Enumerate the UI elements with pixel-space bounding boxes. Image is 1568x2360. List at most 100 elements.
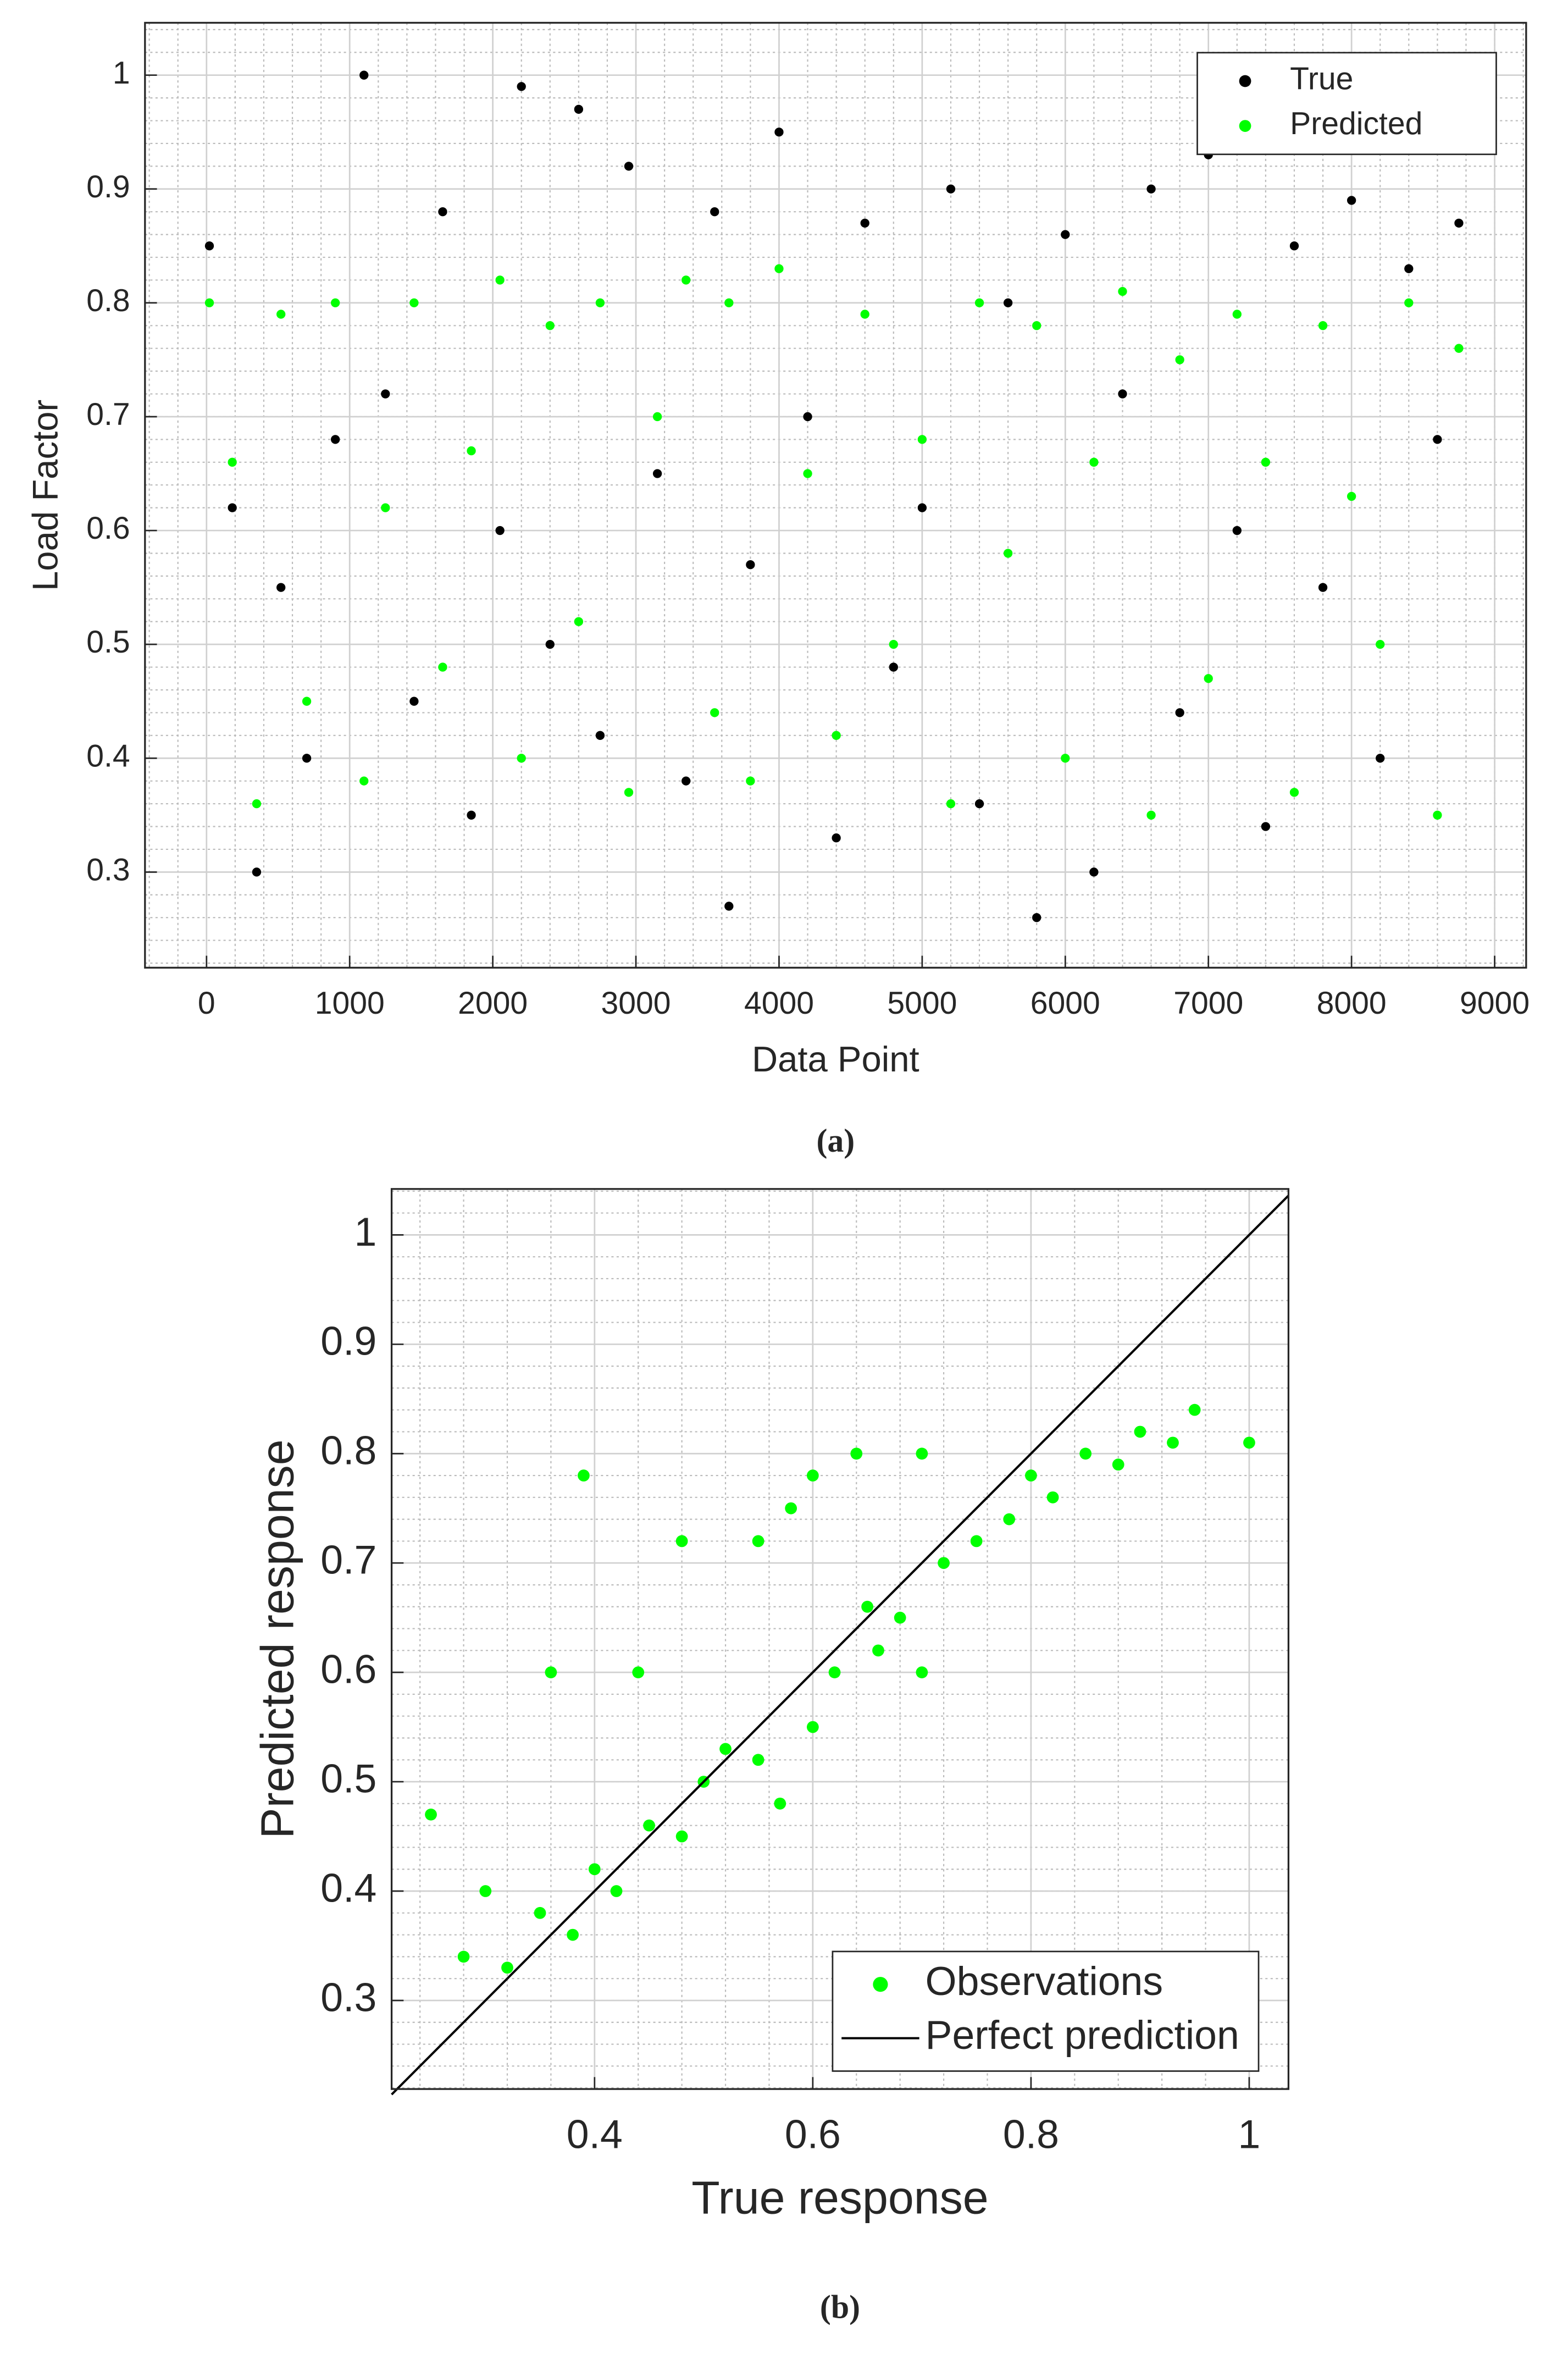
point [889, 662, 898, 672]
point [1134, 1425, 1146, 1438]
line [391, 1195, 1289, 2096]
point [1175, 708, 1184, 717]
point [1376, 639, 1385, 649]
point [517, 82, 526, 91]
point [889, 639, 898, 649]
point [228, 503, 237, 512]
point [381, 503, 390, 512]
point [331, 298, 340, 308]
point [861, 1600, 873, 1613]
axes-box [390, 1188, 1290, 2090]
y-tick-label: 0.4 [320, 1865, 376, 1910]
point [1204, 674, 1213, 683]
point [1347, 196, 1356, 205]
axes-box [144, 21, 1527, 969]
y-tick-label: 0.3 [320, 1975, 376, 2020]
point [1243, 1436, 1255, 1449]
point [624, 162, 634, 171]
point [746, 560, 755, 570]
point [595, 298, 605, 308]
point [643, 1819, 655, 1832]
point [578, 1469, 590, 1482]
point [803, 412, 812, 422]
y-tick-label: 0.6 [320, 1647, 376, 1692]
y-tick-label: 0.5 [86, 624, 130, 660]
point [1118, 389, 1127, 399]
point [1061, 754, 1070, 763]
point [675, 1830, 688, 1843]
point [302, 754, 312, 763]
x-tick-label: 4000 [744, 986, 814, 1021]
point [1261, 457, 1271, 467]
point [916, 1666, 928, 1679]
point [1433, 435, 1442, 444]
point [872, 1644, 884, 1657]
point [1089, 867, 1099, 877]
point [1146, 810, 1156, 820]
point [479, 1885, 492, 1897]
point [860, 309, 869, 319]
point [1032, 321, 1041, 330]
legend-label: Predicted [1290, 106, 1422, 141]
x-tick-label: 3000 [601, 986, 671, 1021]
plot-area [145, 23, 1526, 968]
point [970, 1535, 983, 1547]
point [774, 1797, 786, 1810]
point [1404, 264, 1414, 273]
point [974, 298, 984, 308]
point [916, 1447, 928, 1460]
point [1167, 1436, 1179, 1449]
point [938, 1557, 950, 1569]
point [331, 435, 340, 444]
legend-label: Perfect prediction [926, 2013, 1239, 2058]
point [860, 218, 869, 228]
x-tick-label: 1000 [315, 986, 385, 1021]
x-tick-label: 2000 [458, 986, 528, 1021]
point [710, 207, 719, 217]
point [495, 526, 505, 535]
point [574, 104, 584, 114]
point [438, 207, 447, 217]
point [724, 902, 734, 911]
point [359, 70, 369, 80]
point [495, 275, 505, 285]
point [917, 435, 927, 444]
point [1433, 810, 1442, 820]
point [682, 275, 691, 285]
point [752, 1535, 764, 1547]
point [803, 469, 812, 478]
plot-area [391, 1189, 1289, 2090]
point [1079, 1447, 1092, 1460]
point [1318, 583, 1328, 592]
point [1347, 491, 1356, 501]
point [1376, 754, 1385, 763]
y-tick-label: 0.9 [320, 1319, 376, 1364]
point [1089, 457, 1099, 467]
legend-label: True [1290, 62, 1353, 97]
point [806, 1721, 819, 1733]
point [828, 1666, 841, 1679]
point [574, 617, 584, 626]
y-tick-label: 0.4 [86, 738, 130, 773]
point [595, 731, 605, 740]
point [1232, 526, 1242, 535]
x-tick-label: 5000 [887, 986, 957, 1021]
x-tick-label: 1 [1238, 2112, 1261, 2157]
x-tick-label: 0.6 [785, 2112, 841, 2157]
point [719, 1743, 732, 1755]
point [302, 697, 312, 706]
point [1003, 1513, 1016, 1526]
point [1118, 287, 1127, 296]
point [785, 1502, 797, 1515]
y-tick-label: 0.3 [86, 852, 130, 887]
legend-box [1196, 52, 1497, 156]
x-tick-label: 0.8 [1003, 2112, 1059, 2157]
point [652, 412, 662, 422]
point [1003, 549, 1013, 558]
point [917, 503, 927, 512]
point [752, 1754, 764, 1766]
point [724, 298, 734, 308]
point [675, 1535, 688, 1547]
point [632, 1666, 645, 1679]
